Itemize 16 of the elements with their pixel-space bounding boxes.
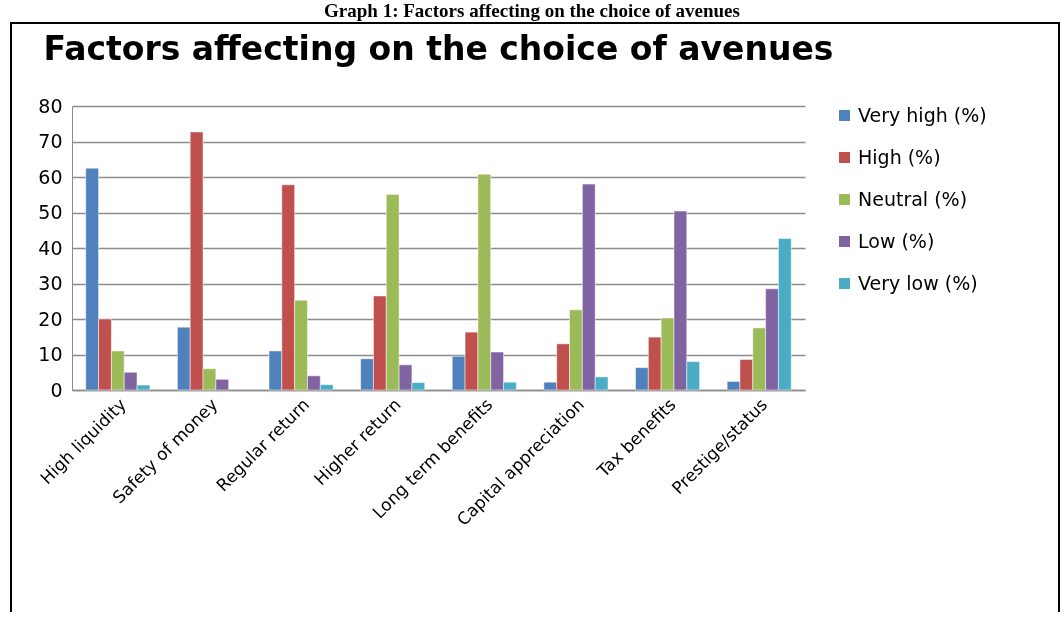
y-tick-label: 60 <box>38 165 63 188</box>
y-tick-label: 10 <box>38 343 63 365</box>
y-tick-label: 50 <box>38 201 63 223</box>
legend-label: Low (%) <box>858 229 935 252</box>
legend-label: Neutral (%) <box>858 187 968 210</box>
chart-title: Factors affecting on the choice of avenues <box>43 29 834 68</box>
caption: Graph 1: Factors affecting on the choice of avenues <box>323 0 741 22</box>
y-tick-label: 80 <box>38 94 63 117</box>
y-tick-label: 70 <box>38 130 63 152</box>
y-tick-label: 20 <box>38 307 63 330</box>
y-tick-label: 0 <box>50 378 63 401</box>
y-tick-label: 30 <box>38 272 63 294</box>
y-tick-label: 40 <box>38 236 63 259</box>
legend-label: High (%) <box>858 145 941 168</box>
legend-label: Very high (%) <box>858 103 987 126</box>
legend-label: Very low (%) <box>858 271 978 294</box>
